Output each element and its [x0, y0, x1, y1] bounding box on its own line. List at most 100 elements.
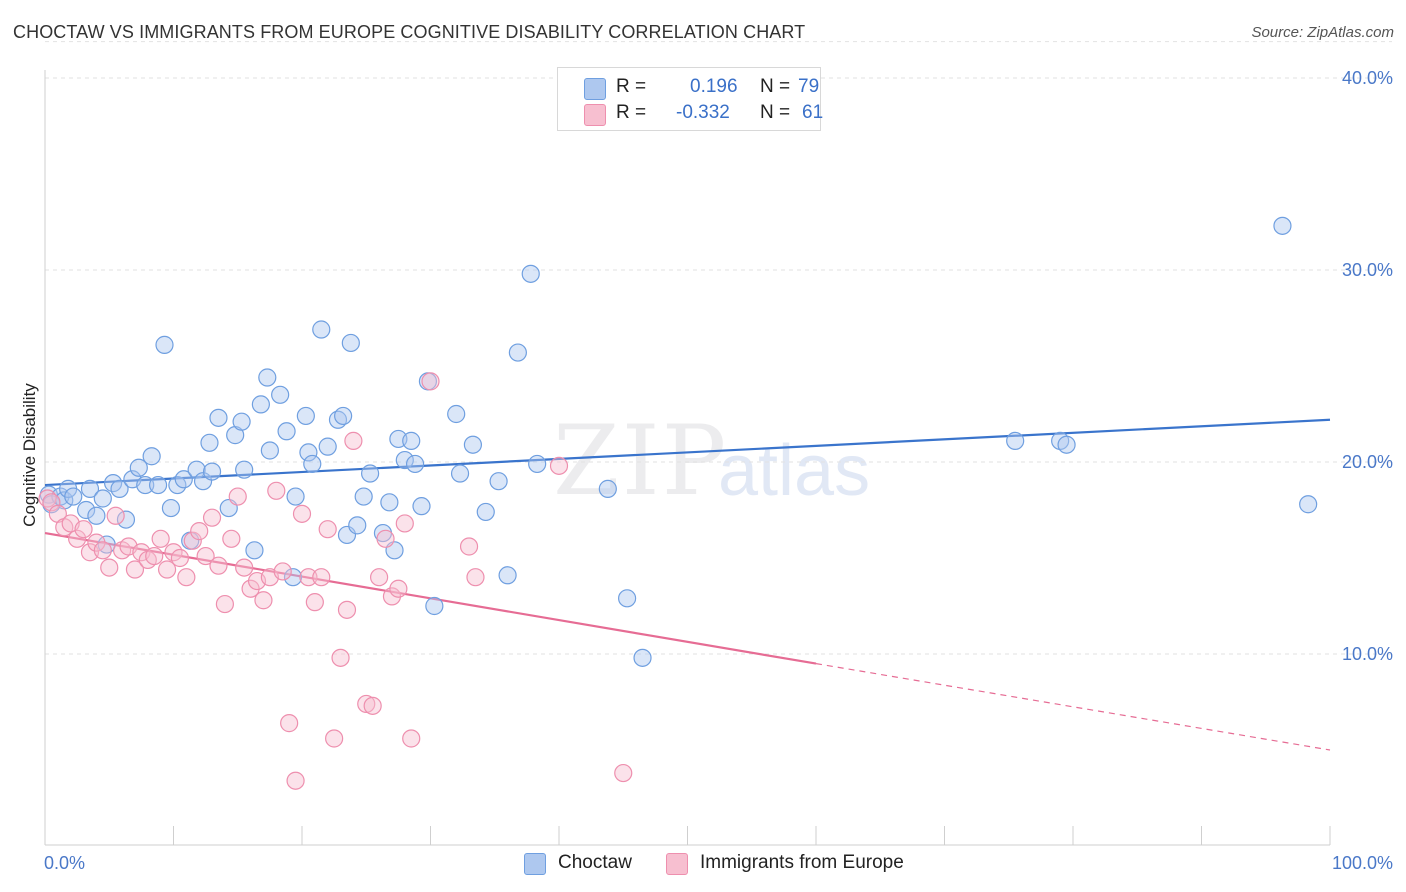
choctaw-point — [116, 510, 136, 529]
immigrants-point — [363, 696, 382, 715]
bottom-legend-swatch-immigrants — [666, 853, 688, 875]
choctaw-point — [489, 472, 508, 491]
choctaw-point — [1299, 495, 1318, 514]
immigrants-point — [254, 591, 273, 610]
y-tick-label: 30.0% — [1342, 260, 1393, 280]
choctaw-point — [402, 431, 421, 450]
choctaw-point — [251, 395, 270, 414]
y-tick-label: 20.0% — [1342, 452, 1393, 472]
immigrants-point — [74, 520, 93, 539]
immigrants-point — [344, 431, 363, 450]
choctaw-point — [283, 568, 303, 587]
immigrants-point — [145, 546, 164, 566]
immigrants-trend-extension — [815, 663, 1331, 751]
choctaw-point — [354, 487, 373, 506]
choctaw-point — [136, 475, 155, 495]
choctaw-point — [209, 408, 228, 427]
choctaw-point — [508, 343, 527, 362]
immigrants-point — [331, 648, 350, 667]
choctaw-point — [341, 333, 360, 353]
immigrants-point — [100, 558, 119, 577]
legend-r-value: 0.196 — [690, 76, 738, 97]
choctaw-point — [299, 443, 318, 462]
immigrants-point — [305, 593, 324, 612]
choctaw-point — [476, 502, 495, 522]
immigrants-point — [370, 568, 389, 587]
immigrants-point — [68, 529, 87, 548]
immigrants-point — [312, 568, 331, 587]
choctaw-point — [380, 493, 399, 512]
legend: R = 0.196 N = 79 R = -0.332 N = 61 — [557, 67, 824, 131]
choctaw-point — [77, 500, 96, 520]
choctaw-point — [142, 447, 161, 466]
immigrants-point — [402, 729, 421, 748]
immigrants-point — [125, 560, 145, 579]
immigrants-point — [170, 548, 190, 568]
choctaw-point — [412, 497, 431, 516]
choctaw-point — [200, 433, 219, 452]
immigrants-point — [42, 493, 61, 512]
data-points — [38, 216, 1318, 790]
immigrants-point — [286, 771, 305, 790]
legend-swatch-choctaw — [584, 78, 606, 100]
immigrants-point — [215, 594, 234, 614]
y-tick-label: 10.0% — [1342, 644, 1393, 664]
choctaw-point — [348, 516, 367, 535]
immigrants-point — [376, 529, 395, 548]
immigrants-point — [235, 558, 254, 577]
choctaw-point — [498, 566, 517, 585]
axes — [44, 70, 1331, 846]
choctaw-point — [633, 648, 652, 667]
immigrants-point — [106, 506, 125, 525]
immigrants-point — [93, 541, 112, 560]
choctaw-point — [87, 506, 106, 525]
bottom-legend-label-choctaw: Choctaw — [558, 852, 632, 873]
legend-n-label: N = — [760, 102, 791, 123]
immigrants-point — [183, 531, 202, 550]
choctaw-point — [318, 437, 337, 456]
choctaw-point — [260, 441, 279, 460]
choctaw-point — [202, 462, 222, 481]
legend-r-value: -0.332 — [676, 102, 730, 123]
choctaw-point — [258, 368, 277, 387]
immigrants-point — [196, 546, 215, 566]
y-tick-label: 40.0% — [1342, 68, 1393, 88]
watermark-zip: ZIP — [553, 405, 729, 517]
immigrants-point — [222, 529, 241, 548]
choctaw-point — [361, 464, 380, 483]
choctaw-point — [618, 589, 637, 608]
choctaw-point — [296, 406, 315, 426]
choctaw-point — [80, 479, 100, 498]
choctaw-point — [405, 454, 425, 474]
immigrants-point — [466, 568, 485, 587]
source-label: Source: ZipAtlas.com — [1251, 24, 1394, 41]
choctaw-trend-line — [44, 418, 1331, 487]
immigrants-point — [267, 481, 286, 500]
choctaw-point — [450, 464, 470, 483]
choctaw-point — [148, 475, 168, 495]
immigrants-point — [395, 514, 414, 533]
choctaw-point — [187, 460, 206, 479]
immigrants-point — [273, 562, 292, 581]
choctaw-point — [277, 422, 296, 441]
choctaw-point — [1273, 216, 1292, 235]
immigrants-point — [190, 522, 209, 541]
choctaw-point — [521, 264, 540, 283]
choctaw-point — [110, 479, 129, 498]
choctaw-point — [334, 406, 353, 426]
choctaw-point — [447, 404, 466, 424]
immigrants-point — [202, 508, 222, 527]
choctaw-point — [463, 435, 483, 454]
legend-r-label: R = — [616, 102, 647, 123]
immigrants-point — [292, 504, 312, 523]
chart-title: CHOCTAW VS IMMIGRANTS FROM EUROPE COGNIT… — [13, 22, 806, 42]
choctaw-point — [64, 487, 83, 506]
immigrants-point — [389, 579, 408, 598]
immigrants-point — [325, 729, 344, 748]
legend-n-value: 61 — [802, 102, 824, 123]
immigrants-point — [209, 556, 228, 575]
immigrants-point — [614, 763, 633, 783]
choctaw-point — [245, 541, 264, 560]
immigrants-point — [299, 568, 318, 587]
